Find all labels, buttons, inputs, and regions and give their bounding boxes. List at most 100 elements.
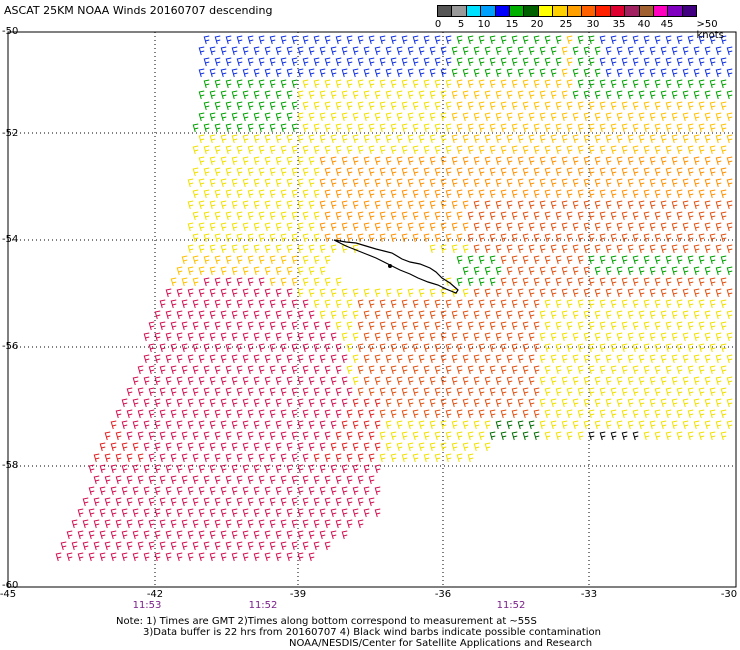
wind-barb [632,145,639,155]
wind-barb [462,354,469,364]
wind-barb [297,134,304,144]
wind-barb [214,35,221,45]
wind-barb [621,189,628,199]
wind-barb [346,453,353,463]
wind-barb [286,332,293,342]
wind-barb [291,343,298,353]
wind-barb [489,211,496,221]
wind-barb [357,343,364,353]
wind-barb [324,79,331,89]
wind-barb [390,167,397,177]
wind-barb [528,420,535,430]
legend-tick-label: 0 [434,19,442,30]
wind-barb [440,288,447,298]
wind-barb [291,409,298,419]
wind-barb [379,123,386,133]
wind-barb [605,46,612,56]
wind-barb [489,365,496,375]
wind-barb [264,486,271,496]
wind-barb [165,398,172,408]
wind-barb [638,46,645,56]
wind-barb [308,200,315,210]
wind-barb [308,134,315,144]
wind-barb [313,365,320,375]
wind-barb [302,541,309,551]
wind-barb [616,68,623,78]
wind-barb [418,398,425,408]
wind-barb [638,156,645,166]
wind-barb [577,123,584,133]
wind-barb [484,222,491,232]
wind-barb [533,79,540,89]
wind-barb [165,376,172,386]
wind-barb [319,68,326,78]
wind-barb [357,519,364,529]
wind-barb [693,420,700,430]
wind-barb [407,376,414,386]
wind-barb [220,398,227,408]
wind-barb [594,354,601,364]
wind-barb [462,156,469,166]
wind-barb [594,46,601,56]
wind-barb [154,310,161,320]
wind-barb [462,46,469,56]
wind-barb [126,453,133,463]
wind-barb [247,123,254,133]
wind-barb [500,387,507,397]
wind-barb [346,409,353,419]
wind-barb [137,541,144,551]
wind-barb [225,79,232,89]
wind-barb [715,398,722,408]
wind-barb [500,35,507,45]
wind-barb [231,530,238,540]
wind-barb [511,343,518,353]
wind-barb [385,376,392,386]
wind-barb [412,57,419,67]
wind-barb [660,46,667,56]
wind-barb [687,321,694,331]
wind-barb [407,200,414,210]
wind-barb [456,343,463,353]
wind-barb [583,178,590,188]
wind-barb [341,442,348,452]
wind-barb [726,156,733,166]
wind-barb [363,134,370,144]
wind-barb [302,409,309,419]
wind-barb [330,420,337,430]
wind-barb [341,376,348,386]
wind-barb [528,310,535,320]
wind-barb [368,321,375,331]
wind-barb [649,310,656,320]
wind-barb [258,453,265,463]
wind-barb [467,211,474,221]
wind-barb [440,222,447,232]
wind-barb [192,123,199,133]
wind-barb [291,541,298,551]
wind-barb [687,365,694,375]
wind-barb [407,68,414,78]
wind-barb [418,442,425,452]
wind-barb [440,442,447,452]
wind-barb [533,255,540,265]
wind-barb [561,376,568,386]
wind-barb [412,233,419,243]
wind-barb [660,200,667,210]
wind-barb [308,156,315,166]
wind-barb [418,288,425,298]
wind-barb [522,255,529,265]
wind-barb [209,486,216,496]
wind-barb [242,90,249,100]
wind-barb [126,519,133,529]
wind-barb [588,57,595,67]
wind-barb [302,431,309,441]
wind-barb [231,332,238,342]
wind-barb [324,321,331,331]
wind-barb [291,211,298,221]
wind-barb [423,299,430,309]
wind-barb [302,145,309,155]
wind-barb [649,332,656,342]
wind-barb [533,211,540,221]
wind-barb [649,200,656,210]
wind-barb [275,200,282,210]
wind-barb [726,222,733,232]
